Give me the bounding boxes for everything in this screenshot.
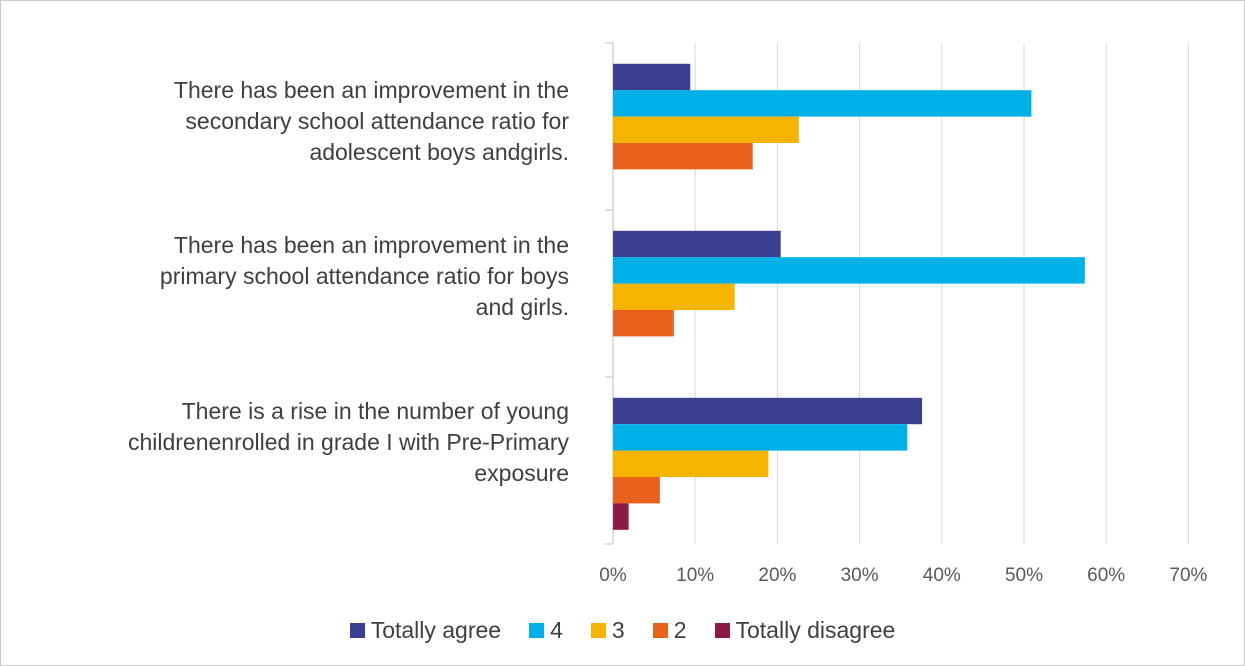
- bar-cat1-4: [613, 90, 1032, 117]
- legend-swatch-2: [652, 622, 668, 638]
- bar-cat3-4: [613, 424, 908, 451]
- legend-item-totally-agree: Totally agree: [349, 616, 502, 644]
- category-label-3-line-1: There is a rise in the number of young: [181, 398, 569, 424]
- category-label-3-line-3: exposure: [474, 460, 569, 486]
- category-label-2-line-1: There has been an improvement in the: [173, 232, 569, 258]
- x-tick-label-40: 40%: [923, 565, 961, 586]
- category-label-3: There is a rise in the number of young c…: [29, 396, 569, 489]
- legend: Totally agree 4 3 2 Totally disagree: [0, 613, 1245, 647]
- bar-cat2-4: [613, 257, 1085, 284]
- x-tick-label-60: 60%: [1087, 565, 1125, 586]
- category-label-2: There has been an improvement in the pri…: [29, 230, 569, 323]
- bar-cat3-totally-agree: [613, 397, 923, 425]
- x-tick-label-10: 10%: [676, 565, 714, 586]
- legend-item-3: 3: [590, 616, 625, 644]
- bar-cat3-totally-disagree: [613, 503, 629, 530]
- legend-label-totally-disagree: Totally disagree: [735, 616, 896, 643]
- x-tick-label-0: 0%: [599, 565, 627, 586]
- bar-cat1-2: [613, 143, 753, 170]
- category-label-2-line-2: primary school attendance ratio for boys: [159, 263, 569, 289]
- bar-cat2-totally-agree: [613, 230, 781, 258]
- category-label-1: There has been an improvement in the sec…: [29, 75, 569, 168]
- bar-cat2-3: [613, 283, 735, 310]
- legend-swatch-totally-disagree: [714, 622, 730, 638]
- category-label-1-line-3: adolescent boys andgirls.: [309, 139, 569, 165]
- legend-label-2: 2: [673, 616, 687, 643]
- x-tick-label-70: 70%: [1169, 565, 1207, 586]
- x-tick-label-50: 50%: [1005, 565, 1043, 586]
- legend-swatch-totally-agree: [349, 622, 365, 638]
- legend-label-4: 4: [550, 616, 563, 643]
- category-label-2-line-3: and girls.: [475, 294, 569, 320]
- category-label-3-line-2: childrenenrolled in grade I with Pre-Pri…: [127, 429, 569, 455]
- legend-label-3: 3: [611, 616, 625, 643]
- bar-cat1-totally-agree: [613, 63, 691, 91]
- bar-cat3-2: [613, 477, 660, 504]
- legend-swatch-3: [590, 622, 606, 638]
- category-label-1-line-2: secondary school attendance ratio for: [185, 108, 569, 134]
- bar-cat3-3: [613, 450, 769, 477]
- x-tick-label-30: 30%: [841, 565, 879, 586]
- category-label-1-line-1: There has been an improvement in the: [173, 77, 569, 103]
- bar-cat2-2: [613, 310, 674, 337]
- legend-swatch-4: [529, 622, 545, 638]
- legend-label-totally-agree: Totally agree: [370, 616, 502, 643]
- legend-item-4: 4: [529, 617, 563, 644]
- bar-cat1-3: [613, 116, 799, 143]
- legend-item-totally-disagree: Totally disagree: [714, 616, 896, 644]
- legend-item-2: 2: [652, 616, 687, 644]
- x-tick-label-20: 20%: [758, 565, 796, 586]
